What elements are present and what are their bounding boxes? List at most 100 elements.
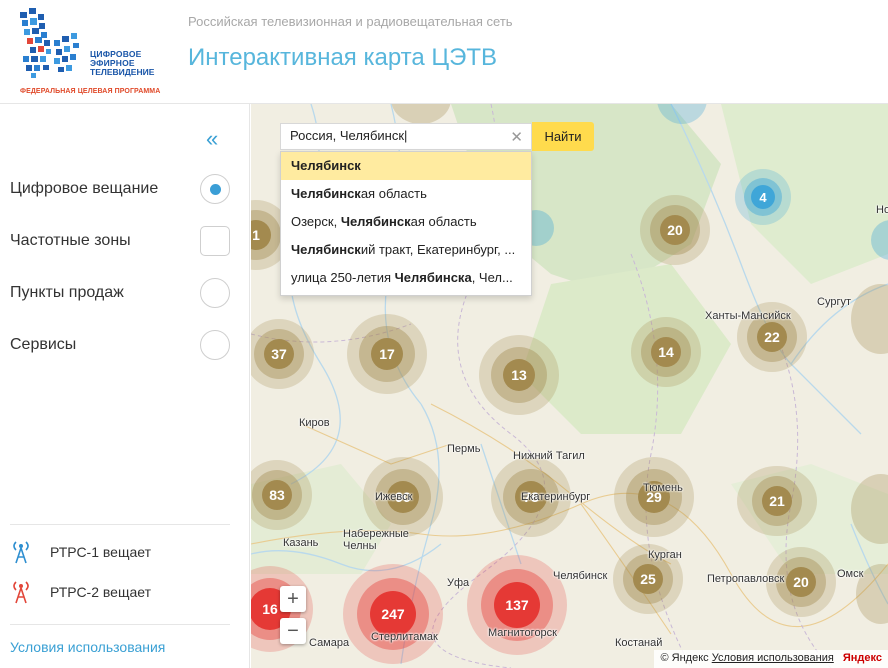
city-label: Тюмень <box>643 482 683 494</box>
zoom-out-button[interactable]: − <box>280 618 306 644</box>
clear-search-icon[interactable]: ✕ <box>510 129 523 146</box>
layer-radio[interactable] <box>200 330 230 360</box>
layer-label: Цифровое вещание <box>10 180 159 197</box>
cluster-marker[interactable]: 13 <box>479 335 559 415</box>
cluster-marker[interactable]: 37 <box>251 319 314 389</box>
city-label: Екатеринбург <box>521 491 591 503</box>
city-label: Ханты-Мансийск <box>705 310 791 322</box>
search-suggestions: Челябинск Челябинская область Озерск, Че… <box>280 151 532 296</box>
logo-butterfly-icon <box>20 8 79 78</box>
search-value: Россия, Челябинск <box>290 128 405 143</box>
divider <box>10 524 230 525</box>
radio-dot <box>210 184 221 195</box>
cluster-marker[interactable]: 21 <box>737 466 817 536</box>
suggestion-match: Челябинска <box>394 270 472 285</box>
city-label: Нижний Тагил <box>513 450 585 462</box>
cluster-marker[interactable]: 247 <box>343 564 443 664</box>
cluster-marker[interactable]: 20 <box>640 195 710 265</box>
layer-services[interactable]: Сервисы <box>10 328 232 364</box>
divider <box>10 624 230 625</box>
city-label: Магнитогорск <box>488 627 557 639</box>
legend-label: РТРС-2 вещает <box>50 584 151 600</box>
antenna-red-icon <box>13 581 29 604</box>
suggestion-item[interactable]: Челябинская область <box>281 180 531 208</box>
cluster-marker-partial[interactable] <box>391 104 451 124</box>
layer-frequency-zones[interactable]: Частотные зоны <box>10 224 232 260</box>
city-label: Набережные Челны <box>343 528 409 552</box>
cluster-marker[interactable]: 14 <box>631 317 701 387</box>
terms-link[interactable]: Условия использования <box>10 639 166 655</box>
suggestion-item[interactable]: Челябинск <box>281 152 531 180</box>
cluster-marker[interactable]: 25 <box>613 544 683 614</box>
header: ЦИФРОВОЕ ЭФИРНОЕ ТЕЛЕВИДЕНИЕ ФЕДЕРАЛЬНАЯ… <box>0 0 888 104</box>
zoom-in-button[interactable]: + <box>280 586 306 612</box>
map-terms-link[interactable]: Условия использования <box>711 652 834 664</box>
city-label: Казань <box>283 537 319 549</box>
city-label: Уфа <box>447 577 470 589</box>
city-label: Самара <box>309 637 350 649</box>
cluster-count: 21 <box>762 486 792 516</box>
suggestion-match: Челябинск <box>291 158 361 173</box>
cluster-count: 137 <box>494 582 540 628</box>
cluster-marker[interactable]: 29 <box>614 457 694 537</box>
layer-radio-selected[interactable] <box>200 174 230 204</box>
city-label: Курган <box>648 549 682 561</box>
map-brand: Яндекс <box>842 652 882 664</box>
sidebar: « Цифровое вещание Частотные зоны Пункты… <box>0 104 250 668</box>
cluster-marker-partial[interactable] <box>871 220 888 260</box>
cluster-marker[interactable]: 4 <box>735 169 791 225</box>
logo-text-line1: ЦИФРОВОЕ <box>90 49 142 59</box>
collapse-sidebar-icon[interactable]: « <box>206 126 218 151</box>
cluster-marker[interactable]: 83 <box>251 460 312 530</box>
cluster-marker-partial[interactable] <box>657 104 707 124</box>
map[interactable]: 1 20 4 37 17 13 14 22 <box>251 104 888 668</box>
suggestion-prefix: улица 250-летия <box>291 270 395 285</box>
layer-checkbox[interactable] <box>200 226 230 256</box>
search-button[interactable]: Найти <box>532 122 594 151</box>
legend-rtrs2: РТРС-2 вещает <box>10 580 230 604</box>
cluster-marker[interactable]: 90 <box>363 457 443 537</box>
cluster-count: 37 <box>264 339 294 369</box>
suggestion-item[interactable]: улица 250-летия Челябинска, Чел... <box>281 264 531 292</box>
suggestion-rest: ий тракт, Екатеринбург, ... <box>360 242 516 257</box>
search-input[interactable]: Россия, Челябинск| ✕ <box>280 123 532 150</box>
city-label: Пермь <box>447 443 481 455</box>
city-label: Стерлитамак <box>371 631 438 643</box>
header-subtitle: Российская телевизионная и радиовещатель… <box>188 14 513 29</box>
copyright-text: © Яндекс <box>660 652 709 664</box>
antenna-blue-icon <box>13 541 29 564</box>
cluster-count: 20 <box>660 215 690 245</box>
city-label: Киров <box>299 417 330 429</box>
cluster-marker[interactable]: 22 <box>737 302 807 372</box>
cluster-count: 4 <box>751 185 775 209</box>
cluster-count: 78 <box>515 481 547 513</box>
cluster-marker[interactable]: 78 <box>491 457 571 537</box>
city-label: Челябинск <box>553 570 608 582</box>
cluster-marker[interactable]: 20 <box>766 547 836 617</box>
city-label: Сургут <box>817 296 851 308</box>
cluster-count: 22 <box>757 322 787 352</box>
cluster-count: 25 <box>633 564 663 594</box>
suggestion-rest: , Чел... <box>471 270 513 285</box>
city-label: Ижевск <box>375 491 413 503</box>
city-label: Петропавловск <box>707 573 785 585</box>
layer-points-of-sale[interactable]: Пункты продаж <box>10 276 232 312</box>
cluster-marker[interactable]: 137 <box>467 555 567 655</box>
layer-label: Сервисы <box>10 336 77 353</box>
suggestion-match: Челябинск <box>340 214 411 229</box>
logo[interactable]: ЦИФРОВОЕ ЭФИРНОЕ ТЕЛЕВИДЕНИЕ ФЕДЕРАЛЬНАЯ… <box>18 6 168 100</box>
cluster-count: 83 <box>262 480 292 510</box>
cluster-marker[interactable]: 17 <box>347 314 427 394</box>
suggestion-rest: ая область <box>360 186 427 201</box>
cluster-marker[interactable]: 1 <box>251 200 291 270</box>
city-label: Но <box>876 204 888 216</box>
suggestion-item[interactable]: Челябинский тракт, Екатеринбург, ... <box>281 236 531 264</box>
suggestion-item[interactable]: Озерск, Челябинская область <box>281 208 531 236</box>
cluster-count: 90 <box>387 481 419 513</box>
legend-label: РТРС-1 вещает <box>50 544 151 560</box>
layer-radio[interactable] <box>200 278 230 308</box>
layer-digital-broadcast[interactable]: Цифровое вещание <box>10 172 232 208</box>
cluster-count: 1 <box>251 220 271 250</box>
cluster-count: 14 <box>651 337 681 367</box>
